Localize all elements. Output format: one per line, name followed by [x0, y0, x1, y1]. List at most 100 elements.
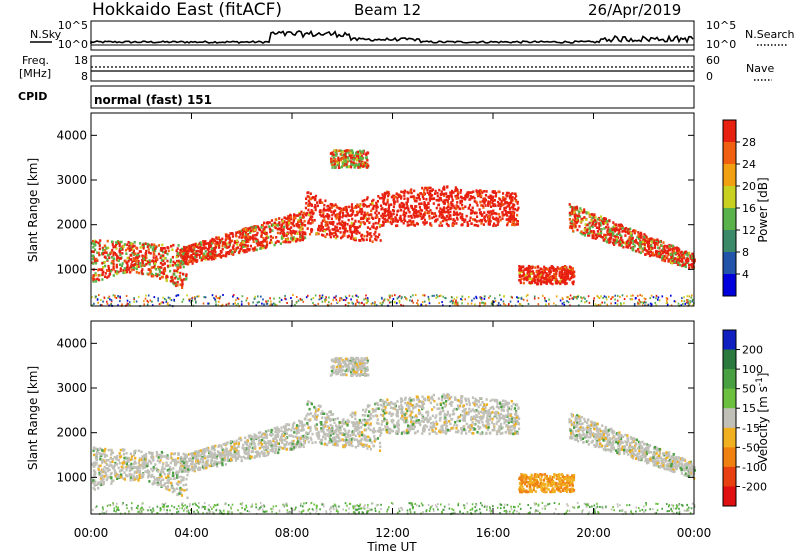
- power-echo-cell: [374, 221, 377, 225]
- noise-trace: [90, 29, 694, 44]
- power-echo-cell: [565, 278, 568, 281]
- power-echo-cell: [343, 223, 346, 227]
- power-echo-cell: [680, 254, 683, 257]
- power-ground-scatter-cell: [435, 294, 438, 297]
- velocity-echo-cell: [107, 448, 110, 452]
- power-ground-scatter-cell: [688, 304, 690, 307]
- power-echo-cell: [232, 253, 235, 256]
- power-echo-cell: [281, 219, 284, 223]
- power-ground-scatter-cell: [689, 301, 691, 304]
- power-echo-cell: [524, 275, 527, 278]
- velocity-echo-cell: [141, 462, 144, 465]
- power-echo-cell: [350, 234, 353, 238]
- power-echo-cell: [228, 252, 231, 255]
- power-echo-cell: [390, 222, 393, 226]
- power-echo-cell: [135, 246, 138, 250]
- velocity-echo-cell: [169, 461, 172, 465]
- power-echo-cell: [285, 217, 288, 220]
- power-ground-scatter-cell: [181, 300, 184, 303]
- velocity-echo-cell: [180, 492, 183, 495]
- power-echo-cell: [214, 245, 218, 249]
- power-echo-cell: [222, 242, 225, 246]
- power-ground-scatter-cell: [438, 295, 441, 298]
- power-echo-cell: [687, 259, 690, 263]
- power-echo-cell: [193, 245, 196, 249]
- power-echo-cell: [163, 257, 166, 260]
- power-echo-cell: [506, 201, 509, 205]
- power-echo-cell: [460, 195, 463, 199]
- power-ground-scatter-cell: [431, 294, 434, 297]
- power-echo-cell: [185, 246, 188, 249]
- power-echo-cell: [511, 212, 514, 215]
- power-echo-cell: [660, 249, 664, 252]
- power-echo-cell: [351, 154, 354, 157]
- power-echo-cell: [182, 251, 185, 254]
- velocity-echo-cell: [169, 481, 172, 485]
- power-echo-cell: [129, 241, 132, 245]
- power-ground-scatter-cell: [373, 303, 376, 306]
- power-echo-cell: [98, 268, 101, 271]
- power-echo-cell: [374, 231, 377, 234]
- power-ground-scatter-cell: [603, 295, 606, 298]
- power-echo-cell: [469, 208, 473, 212]
- power-echo-cell: [231, 235, 234, 238]
- velocity-echo-cell: [163, 467, 166, 470]
- power-echo-cell: [274, 218, 277, 221]
- power-echo-cell: [591, 225, 594, 229]
- power-echo-cell: [548, 272, 551, 276]
- power-echo-cell: [222, 254, 225, 257]
- power-echo-cell: [357, 226, 360, 229]
- power-echo-cell: [634, 238, 638, 242]
- velocity-echo-cell: [160, 455, 163, 458]
- power-echo-cell: [534, 266, 537, 269]
- power-echo-cell: [137, 252, 140, 256]
- power-ground-scatter-cell: [274, 303, 276, 306]
- power-echo-cell: [671, 256, 674, 260]
- power-echo-cell: [183, 256, 186, 259]
- power-ground-scatter-cell: [563, 301, 565, 304]
- power-echo-cell: [360, 212, 363, 216]
- power-echo-cell: [217, 241, 220, 245]
- power-echo-cell: [535, 275, 538, 279]
- power-ground-scatter-cell: [202, 302, 205, 305]
- power-echo-cell: [410, 191, 413, 195]
- velocity-echo-cell: [139, 464, 142, 467]
- power-echo-cell: [585, 218, 588, 221]
- date-label: 26/Apr/2019: [588, 1, 681, 19]
- power-echo-cell: [519, 281, 522, 285]
- power-echo-cell: [392, 212, 395, 216]
- power-echo-cell: [369, 213, 372, 216]
- power-echo-cell: [174, 276, 177, 280]
- power-echo-cell: [508, 202, 511, 205]
- power-echo-cell: [484, 204, 487, 207]
- power-ground-scatter-cell: [301, 298, 303, 301]
- power-echo-cell: [181, 279, 184, 282]
- power-echo-cell: [615, 237, 618, 241]
- power-echo-cell: [348, 205, 351, 209]
- power-echo-cell: [420, 202, 423, 205]
- power-echo-cell: [243, 249, 246, 252]
- power-ground-scatter-cell: [526, 299, 529, 302]
- power-echo-cell: [250, 236, 253, 239]
- power-echo-cell: [224, 243, 227, 246]
- power-echo-cell: [218, 255, 221, 258]
- power-echo-cell: [479, 219, 482, 222]
- power-echo-cell: [660, 256, 664, 260]
- power-ground-scatter-cell: [494, 297, 496, 300]
- velocity-echo-cell: [118, 452, 121, 455]
- power-echo-cell: [362, 163, 365, 166]
- power-echo-cell: [346, 235, 349, 239]
- power-ground-scatter-cell: [526, 294, 529, 296]
- power-echo-cell: [686, 257, 689, 260]
- power-echo-cell: [332, 204, 336, 208]
- power-echo-cell: [435, 198, 438, 202]
- power-echo-cell: [139, 242, 142, 245]
- power-echo-cell: [134, 252, 137, 255]
- power-echo-cell: [132, 264, 135, 267]
- power-echo-cell: [583, 228, 586, 231]
- power-echo-cell: [459, 199, 462, 203]
- power-echo-cell: [131, 245, 134, 249]
- power-echo-cell: [576, 228, 579, 232]
- power-echo-cell: [186, 247, 189, 251]
- power-echo-cell: [118, 249, 121, 253]
